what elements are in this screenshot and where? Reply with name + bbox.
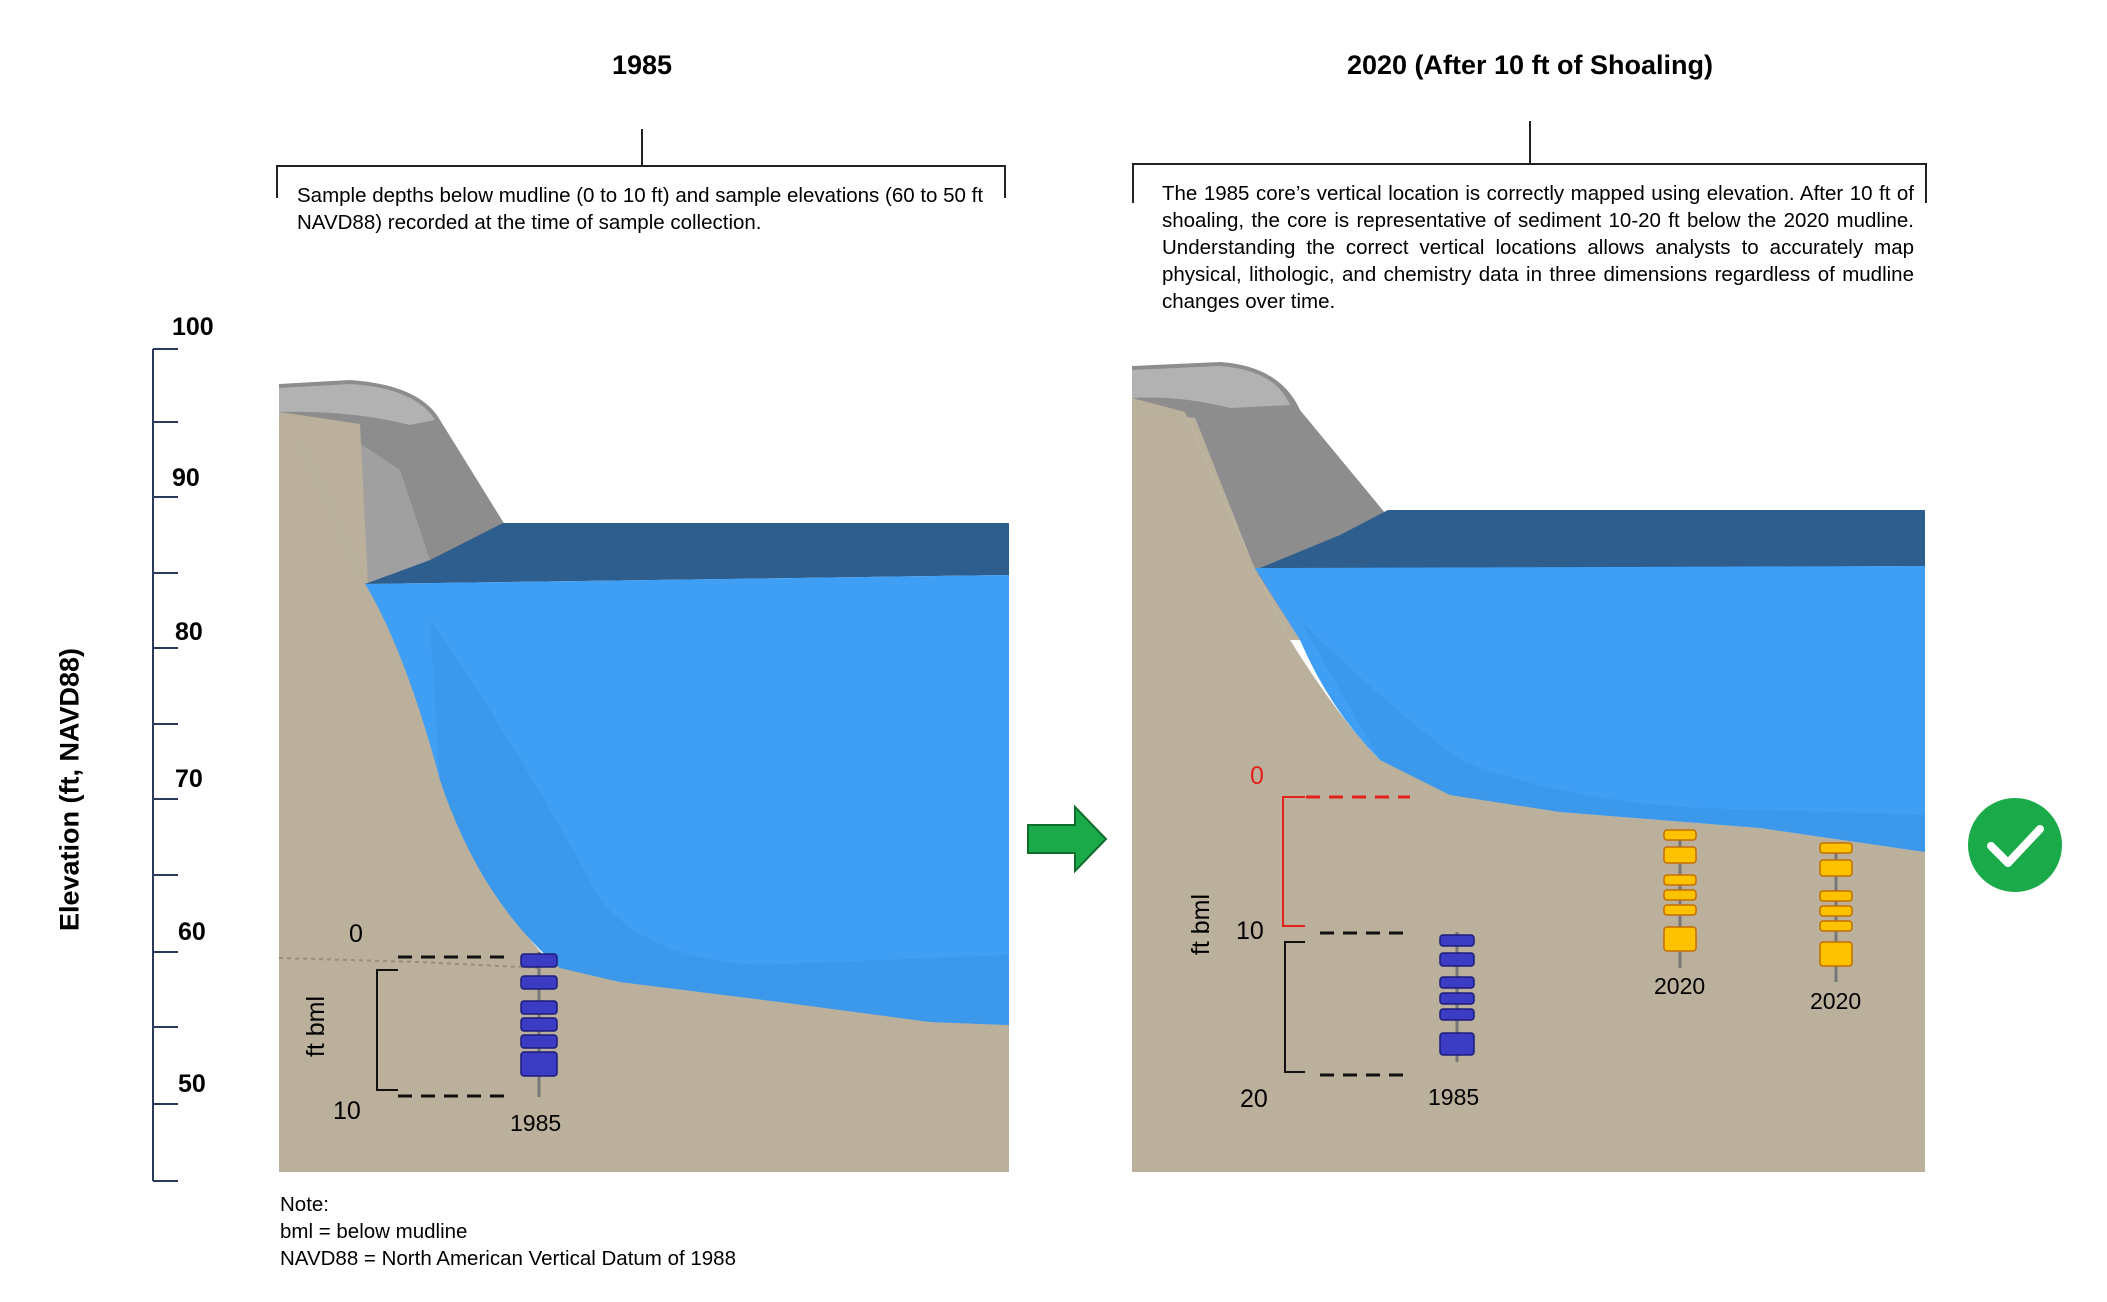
bml-label-0-red: 0 <box>1250 762 1264 790</box>
core-label-2020: 2020 <box>1810 988 1862 1014</box>
bml-label-10: 10 <box>1236 917 1264 945</box>
core-1985 <box>520 952 558 1097</box>
right-bracket <box>1132 121 1927 203</box>
check-circle-icon <box>1968 798 2062 892</box>
left-description: Sample depths below mudline (0 to 10 ft)… <box>297 184 984 234</box>
left-scene <box>278 380 1009 1172</box>
bml-label-10: 10 <box>333 1097 361 1125</box>
panel-title-left: 1985 <box>611 50 673 80</box>
core-label-1985: 1985 <box>510 1110 562 1136</box>
core-2020-b <box>1819 842 1853 982</box>
elevation-tick-label: 100 <box>172 313 214 341</box>
note: Note: bml = below mudline NAVD88 = North… <box>280 1191 736 1272</box>
elevation-tick-label: 60 <box>178 918 206 946</box>
core-2020-a <box>1663 829 1697 968</box>
elevation-tick-label: 90 <box>172 464 200 492</box>
note-line: bml = below mudline <box>280 1220 468 1243</box>
core-1985-right <box>1439 932 1475 1062</box>
water-top <box>365 523 1009 584</box>
note-line: NAVD88 = North American Vertical Datum o… <box>280 1247 736 1270</box>
core-label-1985: 1985 <box>1428 1084 1480 1110</box>
elevation-axis-title: Elevation (ft, NAVD88) <box>54 647 85 932</box>
bml-label-20: 20 <box>1240 1085 1268 1113</box>
panel-title-right: 2020 (After 10 ft of Shoaling) <box>1346 50 1714 80</box>
elevation-tick-label: 70 <box>175 765 203 793</box>
bml-label-0: 0 <box>349 920 363 948</box>
elevation-tick-label: 50 <box>178 1070 206 1098</box>
elevation-axis <box>152 348 178 1182</box>
note-heading: Note: <box>280 1193 329 1216</box>
elevation-tick-label: 80 <box>175 618 203 646</box>
bml-axis-label: ft bml <box>302 995 331 1058</box>
water-top <box>1255 510 1925 570</box>
left-bracket <box>276 129 1006 198</box>
core-label-2020: 2020 <box>1654 973 1706 999</box>
bml-axis-label: ft bml <box>1187 893 1216 956</box>
right-scene <box>1132 362 1925 1172</box>
right-description: The 1985 core’s vertical location is cor… <box>1162 182 1914 313</box>
right-arrow-icon <box>1027 804 1108 874</box>
